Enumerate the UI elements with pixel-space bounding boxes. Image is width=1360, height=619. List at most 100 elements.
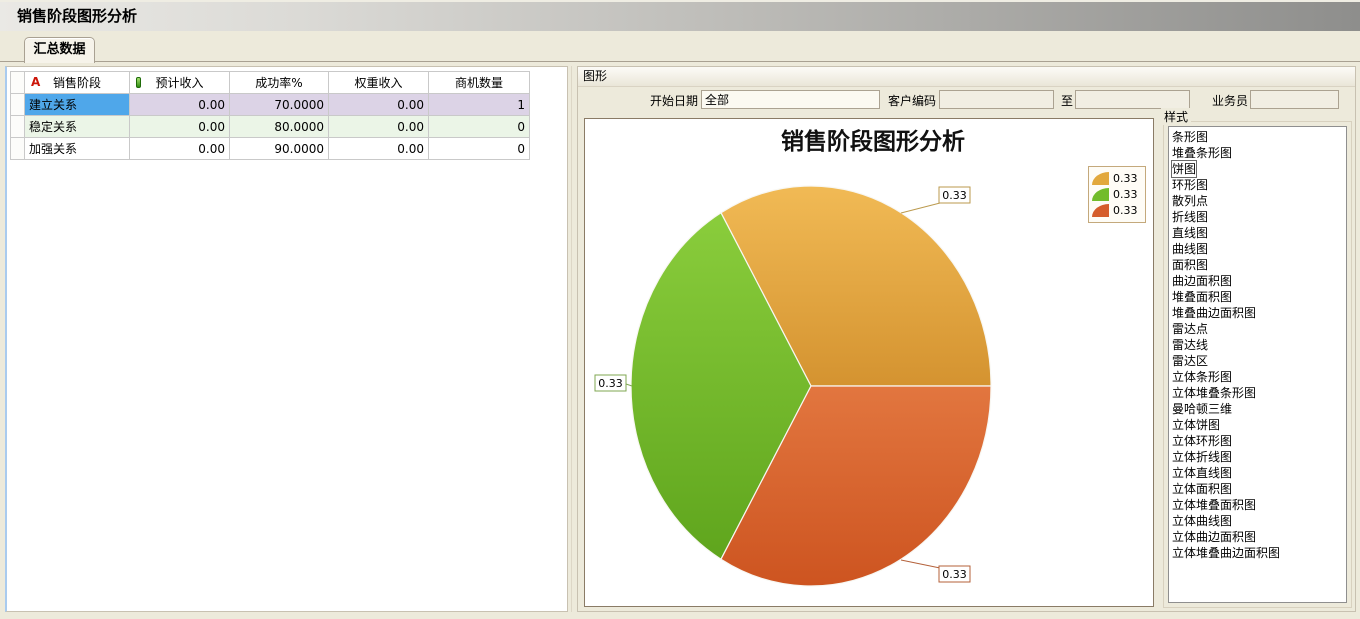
style-list-item[interactable]: 立体饼图 xyxy=(1172,418,1221,432)
callout-leader-line xyxy=(625,383,633,387)
cell-expected-income[interactable]: 0.00 xyxy=(129,115,230,138)
cell-success-rate[interactable]: 70.0000 xyxy=(229,93,329,116)
customer-code-input[interactable] xyxy=(939,90,1054,109)
callout-value: 0.33 xyxy=(942,568,967,581)
cell-stage[interactable]: 加强关系 xyxy=(24,137,130,160)
cell-weighted-income[interactable]: 0.00 xyxy=(328,137,429,160)
table-row[interactable]: 稳定关系 0.00 80.0000 0.00 0 xyxy=(10,115,530,138)
callout-leader-line xyxy=(900,202,941,214)
style-listbox[interactable]: 条形图 堆叠条形图 饼图 环形图 散列点 折线图 直线图 曲线图 面积图 曲边面… xyxy=(1168,126,1347,603)
style-list-item[interactable]: 雷达点 xyxy=(1172,322,1209,336)
callout-box xyxy=(594,374,627,392)
row-indicator-header xyxy=(10,71,25,94)
col-header-success-label: 成功率% xyxy=(255,76,303,90)
legend-entry: 0.33 xyxy=(1092,186,1142,202)
style-list-item[interactable]: 立体环形图 xyxy=(1172,434,1233,448)
graph-panel: 图形 开始日期 客户编码 至 业务员 销售阶段图形分析 xyxy=(577,66,1356,612)
field-type-a-icon: A xyxy=(31,75,41,89)
callout-box xyxy=(938,186,971,204)
style-list-item[interactable]: 曲边面积图 xyxy=(1172,274,1233,288)
style-list-item[interactable]: 折线图 xyxy=(1172,210,1209,224)
callout-leader-line xyxy=(900,559,941,569)
style-list-item[interactable]: 堆叠曲边面积图 xyxy=(1172,306,1257,320)
customer-code-label: 客户编码 xyxy=(887,94,936,108)
col-header-stage[interactable]: A 销售阶段 xyxy=(24,71,130,94)
cell-weighted-income[interactable]: 0.00 xyxy=(328,115,429,138)
page-title: 销售阶段图形分析 xyxy=(17,7,138,25)
style-list-item[interactable]: 曼哈顿三维 xyxy=(1172,402,1233,416)
legend-value: 0.33 xyxy=(1113,171,1138,185)
col-header-expected-income[interactable]: 预计收入 xyxy=(129,71,230,94)
style-list-item[interactable]: 堆叠条形图 xyxy=(1172,146,1233,160)
style-list-item[interactable]: 散列点 xyxy=(1172,194,1209,208)
legend-swatch-icon xyxy=(1092,171,1109,185)
col-header-expected-label: 预计收入 xyxy=(155,76,204,90)
legend-value: 0.33 xyxy=(1113,187,1138,201)
style-list-item[interactable]: 立体面积图 xyxy=(1172,482,1233,496)
start-date-label: 开始日期 xyxy=(649,94,698,108)
table-header-row: A 销售阶段 预计收入 成功率% 权重收入 商机数量 xyxy=(10,71,530,94)
style-list-item[interactable]: 面积图 xyxy=(1172,258,1209,272)
style-list-item[interactable]: 条形图 xyxy=(1172,130,1209,144)
legend-swatch-icon xyxy=(1092,187,1109,201)
panel-splitter[interactable] xyxy=(571,66,572,612)
cell-weighted-income[interactable]: 0.00 xyxy=(328,93,429,116)
style-list-item[interactable]: 立体条形图 xyxy=(1172,370,1233,384)
style-list-item[interactable]: 立体曲边面积图 xyxy=(1172,530,1257,544)
field-type-pill-icon xyxy=(136,77,141,88)
style-list-item[interactable]: 立体直线图 xyxy=(1172,466,1233,480)
style-list-item[interactable]: 立体堆叠面积图 xyxy=(1172,498,1257,512)
legend-swatch-icon xyxy=(1092,203,1109,217)
cell-success-rate[interactable]: 90.0000 xyxy=(229,137,329,160)
tab-summary-data[interactable]: 汇总数据 xyxy=(24,37,95,63)
style-list-item[interactable]: 雷达线 xyxy=(1172,338,1209,352)
row-indicator[interactable] xyxy=(10,137,25,160)
cell-success-rate[interactable]: 80.0000 xyxy=(229,115,329,138)
style-list-item[interactable]: 堆叠面积图 xyxy=(1172,290,1233,304)
col-header-weighted-income[interactable]: 权重收入 xyxy=(328,71,429,94)
table-row[interactable]: 建立关系 0.00 70.0000 0.00 1 xyxy=(10,93,530,116)
tab-strip: 汇总数据 xyxy=(0,31,1360,63)
legend-entry: 0.33 xyxy=(1092,170,1142,186)
cell-stage[interactable]: 建立关系 xyxy=(24,93,130,116)
style-list-item[interactable]: 雷达区 xyxy=(1172,354,1209,368)
row-indicator[interactable] xyxy=(10,93,25,116)
style-list-item[interactable]: 立体堆叠曲边面积图 xyxy=(1172,546,1281,560)
col-header-opportunity-count[interactable]: 商机数量 xyxy=(428,71,530,94)
style-list-item[interactable]: 立体堆叠条形图 xyxy=(1172,386,1257,400)
cell-opportunity-count[interactable]: 0 xyxy=(428,115,530,138)
cell-opportunity-count[interactable]: 0 xyxy=(428,137,530,160)
style-list-item[interactable]: 立体折线图 xyxy=(1172,450,1233,464)
cell-expected-income[interactable]: 0.00 xyxy=(129,93,230,116)
salesman-label: 业务员 xyxy=(1211,94,1248,108)
salesman-input[interactable] xyxy=(1250,90,1339,109)
col-header-stage-label: 销售阶段 xyxy=(52,76,101,90)
callout-value: 0.33 xyxy=(942,189,967,202)
chart-legend: 0.33 0.33 0.33 xyxy=(1088,166,1146,223)
style-list-item[interactable]: 曲线图 xyxy=(1172,242,1209,256)
cell-stage[interactable]: 稳定关系 xyxy=(24,115,130,138)
style-list-item[interactable]: 饼图 xyxy=(1170,160,1198,178)
to-label: 至 xyxy=(1060,94,1073,108)
graph-group-title: 图形 xyxy=(583,69,608,83)
cell-opportunity-count[interactable]: 1 xyxy=(428,93,530,116)
bottom-margin xyxy=(0,612,1360,619)
callout-value: 0.33 xyxy=(598,377,623,390)
row-indicator[interactable] xyxy=(10,115,25,138)
customer-code-to-input[interactable] xyxy=(1075,90,1190,109)
style-group-title: 样式 xyxy=(1161,108,1192,125)
col-header-weighted-label: 权重收入 xyxy=(354,76,403,90)
pie-chart-svg: 销售阶段图形分析 0.33 0.33 0.33 xyxy=(594,128,992,587)
style-list-item[interactable]: 环形图 xyxy=(1172,178,1209,192)
col-header-success-rate[interactable]: 成功率% xyxy=(229,71,329,94)
table-row[interactable]: 加强关系 0.00 90.0000 0.00 0 xyxy=(10,137,530,160)
sales-stage-table: A 销售阶段 预计收入 成功率% 权重收入 商机数量 xyxy=(10,71,530,160)
style-list-item[interactable]: 立体曲线图 xyxy=(1172,514,1233,528)
style-list-item[interactable]: 直线图 xyxy=(1172,226,1209,240)
cell-expected-income[interactable]: 0.00 xyxy=(129,137,230,160)
pie-chart-area: 销售阶段图形分析 0.33 0.33 0.33 0.33 xyxy=(584,118,1154,607)
pie-slice-3 xyxy=(720,385,992,587)
window-titlebar: 销售阶段图形分析 xyxy=(0,0,1360,31)
legend-value: 0.33 xyxy=(1113,203,1138,217)
start-date-input[interactable] xyxy=(701,90,880,109)
